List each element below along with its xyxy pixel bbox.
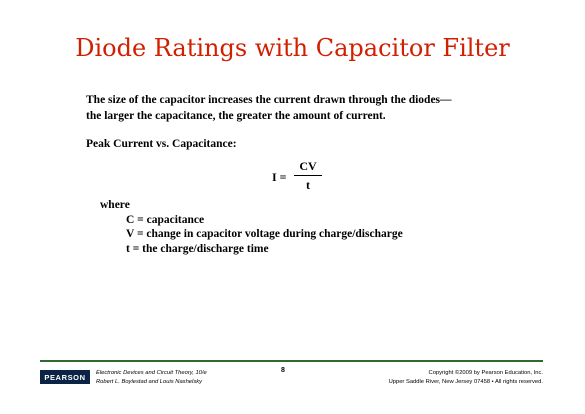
where-definitions: where C = capacitance V = change in capa… bbox=[100, 198, 403, 256]
footer-divider bbox=[40, 360, 543, 362]
intro-line: the larger the capacitance, the greater … bbox=[86, 110, 386, 122]
where-label: where bbox=[100, 199, 130, 211]
copyright-line: Upper Saddle River, New Jersey 07458 • A… bbox=[388, 379, 543, 385]
formula-denominator: t bbox=[306, 178, 310, 192]
pearson-logo: PEARSON bbox=[40, 370, 90, 384]
formula-numerator: CV bbox=[299, 159, 317, 173]
peak-current-formula: I = CV t bbox=[272, 158, 322, 196]
copyright-notice: Copyright ©2009 by Pearson Education, In… bbox=[389, 369, 543, 387]
definition-item: t = the charge/discharge time bbox=[126, 242, 269, 255]
copyright-line: Copyright ©2009 by Pearson Education, In… bbox=[428, 370, 543, 376]
fraction-bar bbox=[294, 175, 322, 176]
definition-item: C = capacitance bbox=[126, 213, 205, 226]
page-number: 8 bbox=[281, 367, 285, 374]
intro-line: The size of the capacitor increases the … bbox=[86, 94, 452, 106]
intro-paragraph: The size of the capacitor increases the … bbox=[86, 92, 556, 124]
formula-lhs: I = bbox=[272, 170, 287, 184]
formula-fraction: CV t bbox=[294, 158, 322, 193]
book-authors: Robert L. Boylestad and Louis Nashelsky bbox=[96, 379, 203, 385]
book-info: Electronic Devices and Circuit Theory, 1… bbox=[96, 369, 207, 387]
definition-item: V = change in capacitor voltage during c… bbox=[126, 228, 403, 240]
section-subheading: Peak Current vs. Capacitance: bbox=[86, 138, 237, 150]
slide-title: Diode Ratings with Capacitor Filter bbox=[75, 34, 510, 62]
book-title: Electronic Devices and Circuit Theory, 1… bbox=[96, 370, 207, 376]
